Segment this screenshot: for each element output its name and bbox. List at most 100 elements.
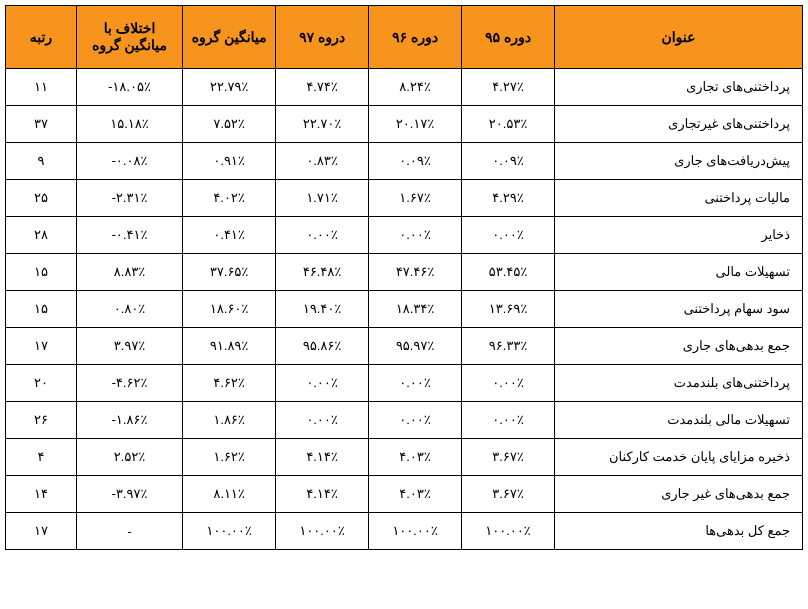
cell-p97: ۲۲.۷۰٪ <box>276 106 369 143</box>
cell-p96: ۰.۰۰٪ <box>369 217 462 254</box>
cell-rank: ۱۵ <box>6 254 77 291</box>
cell-p97: ۴.۱۴٪ <box>276 439 369 476</box>
cell-diff: -۳.۹۷٪ <box>76 476 182 513</box>
cell-p97: ۹۵.۸۶٪ <box>276 328 369 365</box>
cell-avg: ۸.۱۱٪ <box>183 476 276 513</box>
col-title: عنوان <box>555 6 803 69</box>
cell-diff: - <box>76 513 182 550</box>
cell-p96: ۲۰.۱۷٪ <box>369 106 462 143</box>
cell-p95: ۰.۰۰٪ <box>462 402 555 439</box>
cell-p96: ۰.۰۹٪ <box>369 143 462 180</box>
cell-title: مالیات پرداختنی <box>555 180 803 217</box>
cell-p95: ۱۰۰.۰۰٪ <box>462 513 555 550</box>
cell-rank: ۱۱ <box>6 69 77 106</box>
cell-p96: ۴.۰۳٪ <box>369 439 462 476</box>
table-row: سود سهام پرداختنی۱۳.۶۹٪۱۸.۳۴٪۱۹.۴۰٪۱۸.۶۰… <box>6 291 803 328</box>
col-p96: دوره ۹۶ <box>369 6 462 69</box>
table-row: جمع بدهی‌های جاری۹۶.۳۳٪۹۵.۹۷٪۹۵.۸۶٪۹۱.۸۹… <box>6 328 803 365</box>
cell-p96: ۴.۰۳٪ <box>369 476 462 513</box>
cell-rank: ۱۴ <box>6 476 77 513</box>
cell-rank: ۴ <box>6 439 77 476</box>
cell-p95: ۰.۰۰٪ <box>462 217 555 254</box>
cell-rank: ۲۸ <box>6 217 77 254</box>
table-row: ذخایر۰.۰۰٪۰.۰۰٪۰.۰۰٪۰.۴۱٪-۰.۴۱٪۲۸ <box>6 217 803 254</box>
table-row: پرداختنی‌های تجاری۴.۲۷٪۸.۲۴٪۴.۷۴٪۲۲.۷۹٪-… <box>6 69 803 106</box>
cell-rank: ۲۶ <box>6 402 77 439</box>
cell-p96: ۰.۰۰٪ <box>369 365 462 402</box>
cell-title: سود سهام پرداختنی <box>555 291 803 328</box>
cell-title: تسهیلات مالی <box>555 254 803 291</box>
cell-diff: ۲.۵۲٪ <box>76 439 182 476</box>
cell-p95: ۴.۲۹٪ <box>462 180 555 217</box>
cell-p96: ۸.۲۴٪ <box>369 69 462 106</box>
cell-title: جمع بدهی‌های جاری <box>555 328 803 365</box>
cell-diff: -۰.۰۸٪ <box>76 143 182 180</box>
cell-rank: ۱۷ <box>6 328 77 365</box>
cell-p97: ۱۰۰.۰۰٪ <box>276 513 369 550</box>
cell-title: ذخایر <box>555 217 803 254</box>
cell-p96: ۱۸.۳۴٪ <box>369 291 462 328</box>
cell-diff: ۱۵.۱۸٪ <box>76 106 182 143</box>
cell-avg: ۴.۰۲٪ <box>183 180 276 217</box>
cell-p95: ۹۶.۳۳٪ <box>462 328 555 365</box>
cell-title: پرداختنی‌های تجاری <box>555 69 803 106</box>
cell-avg: ۱۰۰.۰۰٪ <box>183 513 276 550</box>
cell-title: جمع بدهی‌های غیر جاری <box>555 476 803 513</box>
cell-avg: ۲۲.۷۹٪ <box>183 69 276 106</box>
cell-p96: ۱۰۰.۰۰٪ <box>369 513 462 550</box>
cell-p95: ۲۰.۵۳٪ <box>462 106 555 143</box>
cell-title: ذخیره مزایای پایان خدمت کارکنان <box>555 439 803 476</box>
cell-diff: -۴.۶۲٪ <box>76 365 182 402</box>
table-header-row: عنوان دوره ۹۵ دوره ۹۶ دروه ۹۷ میانگین گر… <box>6 6 803 69</box>
col-rank: رتبه <box>6 6 77 69</box>
cell-p97: ۴.۱۴٪ <box>276 476 369 513</box>
cell-avg: ۱.۸۶٪ <box>183 402 276 439</box>
cell-diff: -۱.۸۶٪ <box>76 402 182 439</box>
table-row: مالیات پرداختنی۴.۲۹٪۱.۶۷٪۱.۷۱٪۴.۰۲٪-۲.۳۱… <box>6 180 803 217</box>
cell-p97: ۱۹.۴۰٪ <box>276 291 369 328</box>
cell-rank: ۱۷ <box>6 513 77 550</box>
cell-rank: ۹ <box>6 143 77 180</box>
cell-rank: ۳۷ <box>6 106 77 143</box>
financial-table: عنوان دوره ۹۵ دوره ۹۶ دروه ۹۷ میانگین گر… <box>5 5 803 550</box>
cell-p96: ۴۷.۴۶٪ <box>369 254 462 291</box>
cell-title: تسهیلات مالی بلندمدت <box>555 402 803 439</box>
table-row: تسهیلات مالی۵۳.۴۵٪۴۷.۴۶٪۴۶.۴۸٪۳۷.۶۵٪۸.۸۳… <box>6 254 803 291</box>
cell-diff: ۳.۹۷٪ <box>76 328 182 365</box>
cell-p97: ۰.۰۰٪ <box>276 217 369 254</box>
table-row: ذخیره مزایای پایان خدمت کارکنان۳.۶۷٪۴.۰۳… <box>6 439 803 476</box>
table-row: تسهیلات مالی بلندمدت۰.۰۰٪۰.۰۰٪۰.۰۰٪۱.۸۶٪… <box>6 402 803 439</box>
cell-p97: ۰.۰۰٪ <box>276 365 369 402</box>
table-row: پیش‌دریافت‌های جاری۰.۰۹٪۰.۰۹٪۰.۸۳٪۰.۹۱٪-… <box>6 143 803 180</box>
cell-rank: ۲۰ <box>6 365 77 402</box>
cell-p96: ۹۵.۹۷٪ <box>369 328 462 365</box>
cell-avg: ۰.۴۱٪ <box>183 217 276 254</box>
cell-avg: ۰.۹۱٪ <box>183 143 276 180</box>
cell-rank: ۲۵ <box>6 180 77 217</box>
table-row: جمع بدهی‌های غیر جاری۳.۶۷٪۴.۰۳٪۴.۱۴٪۸.۱۱… <box>6 476 803 513</box>
col-diff: اختلاف با میانگین گروه <box>76 6 182 69</box>
table-row: پرداختنی‌های غیرتجاری۲۰.۵۳٪۲۰.۱۷٪۲۲.۷۰٪۷… <box>6 106 803 143</box>
cell-avg: ۱.۶۲٪ <box>183 439 276 476</box>
cell-title: پرداختنی‌های غیرتجاری <box>555 106 803 143</box>
cell-p95: ۴.۲۷٪ <box>462 69 555 106</box>
cell-title: پیش‌دریافت‌های جاری <box>555 143 803 180</box>
cell-p96: ۰.۰۰٪ <box>369 402 462 439</box>
cell-p95: ۵۳.۴۵٪ <box>462 254 555 291</box>
table-row: جمع کل بدهی‌ها۱۰۰.۰۰٪۱۰۰.۰۰٪۱۰۰.۰۰٪۱۰۰.۰… <box>6 513 803 550</box>
cell-p95: ۳.۶۷٪ <box>462 439 555 476</box>
cell-diff: -۱۸.۰۵٪ <box>76 69 182 106</box>
cell-avg: ۹۱.۸۹٪ <box>183 328 276 365</box>
cell-avg: ۷.۵۲٪ <box>183 106 276 143</box>
cell-diff: -۲.۳۱٪ <box>76 180 182 217</box>
cell-diff: ۰.۸۰٪ <box>76 291 182 328</box>
cell-p95: ۳.۶۷٪ <box>462 476 555 513</box>
cell-p97: ۱.۷۱٪ <box>276 180 369 217</box>
col-avg: میانگین گروه <box>183 6 276 69</box>
cell-p97: ۴.۷۴٪ <box>276 69 369 106</box>
cell-rank: ۱۵ <box>6 291 77 328</box>
cell-avg: ۴.۶۲٪ <box>183 365 276 402</box>
cell-p97: ۰.۰۰٪ <box>276 402 369 439</box>
col-p95: دوره ۹۵ <box>462 6 555 69</box>
cell-p95: ۰.۰۰٪ <box>462 365 555 402</box>
